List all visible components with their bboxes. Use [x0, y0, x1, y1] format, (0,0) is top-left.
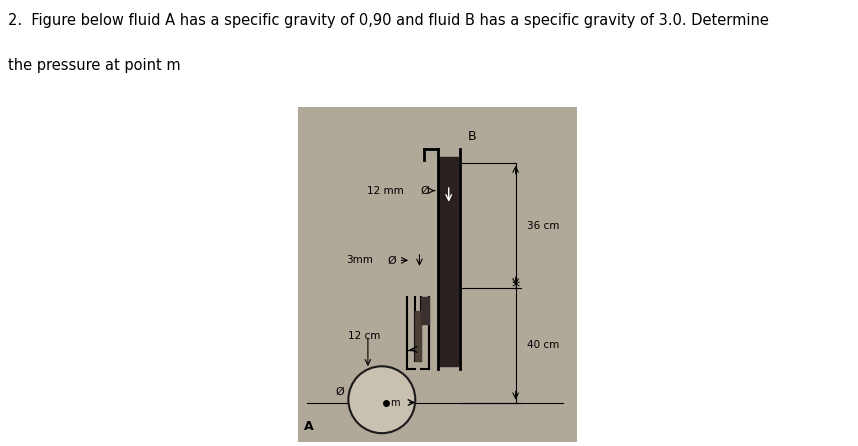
Text: 40 cm: 40 cm: [527, 340, 559, 351]
Circle shape: [348, 366, 415, 433]
Text: 2.  Figure below fluid A has a specific gravity of 0,90 and fluid B has a specif: 2. Figure below fluid A has a specific g…: [8, 13, 769, 29]
Text: 12 mm: 12 mm: [367, 186, 404, 196]
Text: *: *: [511, 279, 520, 297]
Text: the pressure at point m: the pressure at point m: [8, 58, 180, 73]
Text: Ø: Ø: [388, 256, 396, 265]
Text: 3mm: 3mm: [347, 256, 373, 265]
Text: Ø: Ø: [421, 186, 430, 196]
Text: Ø: Ø: [335, 386, 344, 396]
Text: 36 cm: 36 cm: [527, 220, 559, 231]
Text: 12 cm: 12 cm: [348, 330, 381, 341]
Text: m: m: [390, 397, 400, 408]
Bar: [415, 310, 421, 361]
Bar: [421, 297, 429, 325]
Bar: [439, 157, 458, 366]
Text: A: A: [304, 420, 313, 433]
Text: B: B: [468, 130, 477, 143]
